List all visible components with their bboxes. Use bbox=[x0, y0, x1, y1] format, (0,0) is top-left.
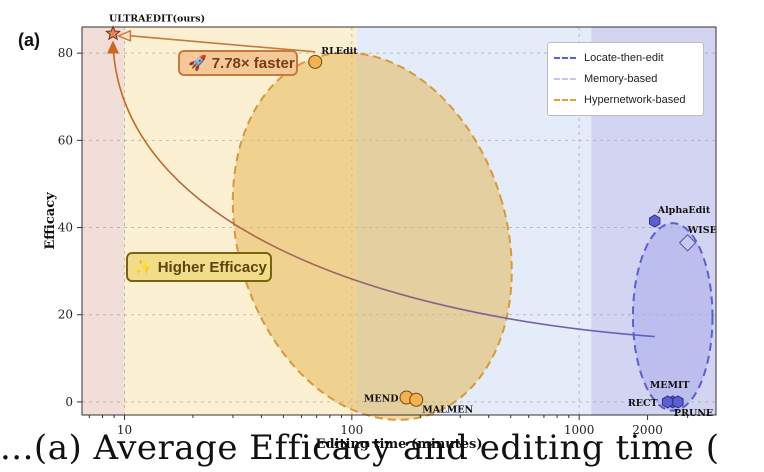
point-label-ultraedit-ours-: ULTRAEDIT(ours) bbox=[109, 14, 205, 25]
legend-item-memory: Memory-based bbox=[554, 68, 697, 89]
point-label-rledit: RLEdit bbox=[321, 46, 358, 57]
efficacy-arrowhead bbox=[107, 40, 120, 54]
point-prune bbox=[672, 395, 684, 409]
point-label-prune: PRUNE bbox=[674, 408, 713, 419]
y-axis-label: Efficacy bbox=[43, 192, 58, 250]
point-label-wise: WISE bbox=[687, 225, 717, 236]
plot-frame bbox=[81, 26, 717, 416]
rocket-icon: 🚀 bbox=[188, 55, 207, 72]
y-tick-label: 60 bbox=[58, 133, 73, 147]
efficacy-arrow bbox=[112, 44, 655, 338]
ellipse-locate-then-edit bbox=[631, 222, 714, 412]
point-wise bbox=[678, 234, 697, 252]
y-tick-label: 40 bbox=[58, 221, 73, 235]
callout-efficacy: ✨ Higher Efficacy bbox=[126, 252, 272, 282]
callout-faster: 🚀 7.78× faster bbox=[178, 50, 298, 76]
point-label-malmen: MALMEN bbox=[422, 405, 473, 416]
point-alphaedit bbox=[649, 214, 661, 228]
point-label-memit: MEMIT bbox=[650, 380, 690, 391]
legend-label-memory: Memory-based bbox=[584, 72, 658, 85]
x-tick-label: 1000 bbox=[564, 423, 595, 437]
x-tick-label: 100 bbox=[340, 423, 363, 437]
point-malmen bbox=[409, 392, 424, 407]
region-band-0 bbox=[82, 27, 125, 415]
x-axis-label: Editing time (minutes) bbox=[316, 437, 483, 452]
faster-arrowhead bbox=[116, 29, 132, 42]
legend-swatch-hypernetwork bbox=[554, 98, 576, 101]
y-tick-label: 0 bbox=[65, 395, 73, 409]
point-rect bbox=[661, 395, 674, 409]
x-tick-label: 2000 bbox=[632, 423, 663, 437]
y-tick-label: 80 bbox=[58, 46, 73, 60]
x-tick-label: 10 bbox=[117, 423, 132, 437]
point-ultraedit-ours- bbox=[105, 25, 121, 41]
legend-label-locate: Locate-then-edit bbox=[584, 51, 664, 64]
legend: Locate-then-edit Memory-based Hypernetwo… bbox=[547, 42, 704, 116]
figure-caption: ...(a) Average Efficacy and editing time… bbox=[0, 428, 720, 468]
legend-label-hypernetwork: Hypernetwork-based bbox=[584, 93, 686, 106]
panel-label: (a) bbox=[18, 30, 40, 50]
legend-item-locate: Locate-then-edit bbox=[554, 47, 697, 68]
legend-swatch-memory bbox=[554, 77, 576, 80]
legend-swatch-locate bbox=[554, 56, 576, 59]
point-label-alphaedit: AlphaEdit bbox=[657, 205, 711, 216]
point-rledit bbox=[308, 54, 323, 69]
point-label-rect: RECT bbox=[628, 398, 658, 409]
y-tick-label: 20 bbox=[58, 308, 73, 322]
callout-efficacy-text: Higher Efficacy bbox=[157, 258, 267, 276]
point-label-mend: MEND bbox=[364, 394, 399, 405]
faster-arrow bbox=[130, 35, 316, 53]
sparkle-icon: ✨ bbox=[134, 259, 153, 276]
legend-item-hypernetwork: Hypernetwork-based bbox=[554, 89, 697, 110]
callout-faster-text: 7.78× faster bbox=[211, 54, 295, 72]
